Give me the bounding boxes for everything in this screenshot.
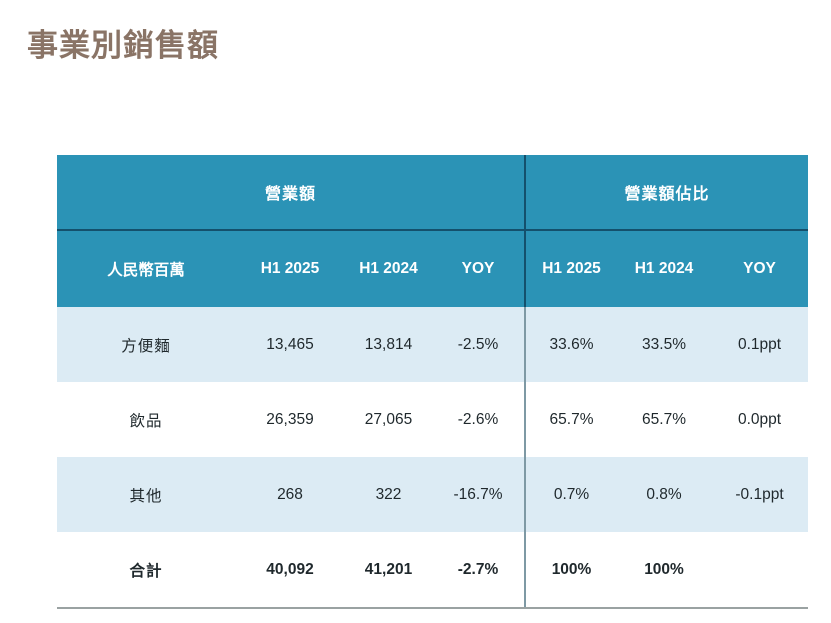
- cell-share-h1-2024: 0.8%: [617, 457, 712, 532]
- table-row-others: 其他 268 322 -16.7% 0.7% 0.8% -0.1ppt: [57, 457, 809, 532]
- row-label: 合計: [57, 532, 235, 609]
- cell-share-h1-2024: 65.7%: [617, 382, 712, 457]
- cell-revenue-h1-2024: 41,201: [345, 532, 432, 609]
- cell-revenue-h1-2025: 268: [235, 457, 345, 532]
- group-header-row: 營業額 營業額佔比: [57, 155, 809, 231]
- col-header-revenue-h1-2024: H1 2024: [345, 230, 432, 307]
- group-header-revenue: 營業額: [57, 155, 526, 231]
- cell-revenue-yoy: -16.7%: [432, 457, 526, 532]
- cell-share-yoy: [711, 532, 809, 609]
- row-label: 方便麵: [57, 307, 235, 382]
- cell-revenue-yoy: -2.6%: [432, 382, 526, 457]
- cell-revenue-yoy: -2.7%: [432, 532, 526, 609]
- page-title: 事業別銷售額: [27, 28, 219, 63]
- table-row-noodles: 方便麵 13,465 13,814 -2.5% 33.6% 33.5% 0.1p…: [57, 307, 809, 382]
- table-body: 方便麵 13,465 13,814 -2.5% 33.6% 33.5% 0.1p…: [57, 307, 809, 609]
- cell-revenue-h1-2024: 13,814: [345, 307, 432, 382]
- row-label: 飲品: [57, 382, 235, 457]
- table-row-total: 合計 40,092 41,201 -2.7% 100% 100%: [57, 532, 809, 609]
- unit-label: 人民幣百萬: [57, 230, 235, 307]
- cell-share-h1-2024: 33.5%: [617, 307, 712, 382]
- cell-share-h1-2024: 100%: [617, 532, 712, 609]
- cell-share-h1-2025: 0.7%: [524, 457, 618, 532]
- cell-share-yoy: 0.0ppt: [711, 382, 809, 457]
- cell-revenue-h1-2024: 322: [345, 457, 432, 532]
- cell-revenue-h1-2025: 13,465: [235, 307, 345, 382]
- cell-share-yoy: -0.1ppt: [711, 457, 809, 532]
- col-header-revenue-h1-2025: H1 2025: [235, 230, 345, 307]
- cell-share-h1-2025: 65.7%: [524, 382, 618, 457]
- col-header-share-h1-2024: H1 2024: [617, 230, 712, 307]
- cell-revenue-yoy: -2.5%: [432, 307, 526, 382]
- table-row-beverages: 飲品 26,359 27,065 -2.6% 65.7% 65.7% 0.0pp…: [57, 382, 809, 457]
- sales-by-segment-table: 營業額 營業額佔比 人民幣百萬 H1 2025 H1 2024 YOY H1 2…: [57, 155, 809, 609]
- row-label: 其他: [57, 457, 235, 532]
- column-header-row: 人民幣百萬 H1 2025 H1 2024 YOY H1 2025 H1 202…: [57, 230, 809, 307]
- cell-revenue-h1-2025: 26,359: [235, 382, 345, 457]
- table-header: 營業額 營業額佔比 人民幣百萬 H1 2025 H1 2024 YOY H1 2…: [57, 155, 809, 307]
- cell-revenue-h1-2025: 40,092: [235, 532, 345, 609]
- cell-share-h1-2025: 33.6%: [524, 307, 618, 382]
- cell-share-yoy: 0.1ppt: [711, 307, 809, 382]
- col-header-share-h1-2025: H1 2025: [524, 230, 618, 307]
- col-header-share-yoy: YOY: [711, 230, 809, 307]
- cell-revenue-h1-2024: 27,065: [345, 382, 432, 457]
- col-header-revenue-yoy: YOY: [432, 230, 526, 307]
- group-header-share: 營業額佔比: [524, 155, 809, 231]
- cell-share-h1-2025: 100%: [524, 532, 618, 609]
